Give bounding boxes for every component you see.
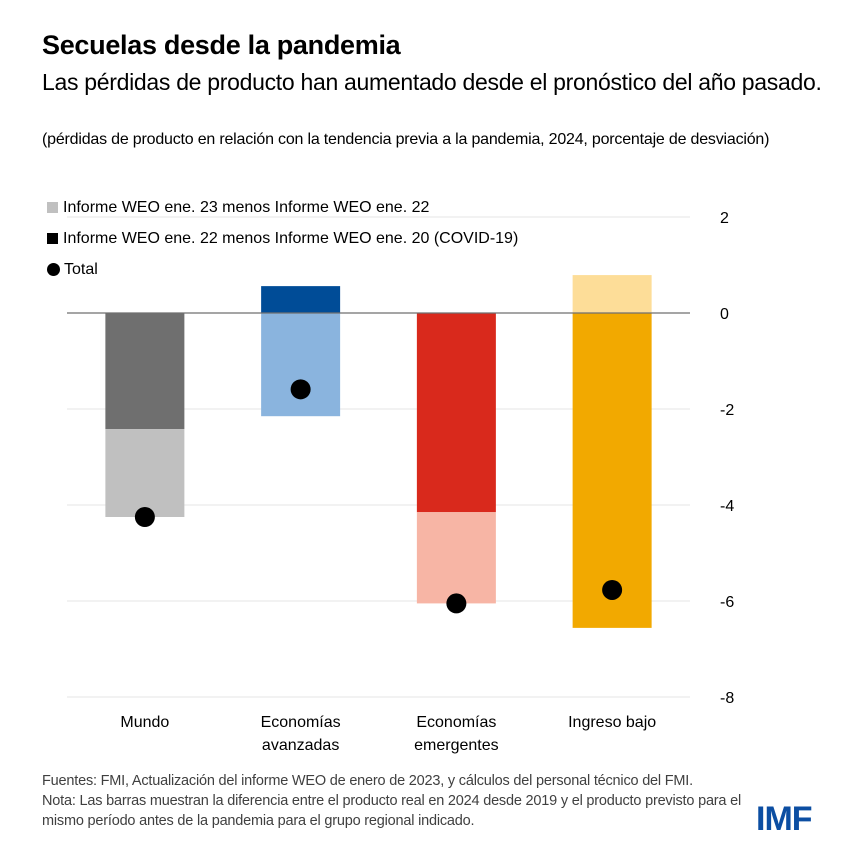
bar-segment-weo23-weo22 <box>572 275 652 313</box>
y-tick-label: 2 <box>720 210 729 227</box>
x-category-label: Economías <box>261 714 341 731</box>
total-marker <box>602 579 623 600</box>
sources-note: Fuentes: FMI, Actualización del informe … <box>42 773 693 789</box>
bar-segment-weo22-weo20 <box>572 313 652 628</box>
bar-segment-weo23-weo22 <box>261 313 341 417</box>
total-marker <box>446 593 467 614</box>
y-tick-label: -2 <box>720 402 734 419</box>
legend-item-total: Total <box>47 254 518 285</box>
bar-segment-weo23-weo22 <box>105 429 185 517</box>
bar-segment-weo22-weo20 <box>105 313 185 430</box>
y-tick-label: -8 <box>720 690 734 707</box>
chart-subtitle: Las pérdidas de producto han aumentado d… <box>42 69 822 95</box>
y-tick-label: 0 <box>720 306 729 323</box>
total-marker <box>134 507 155 527</box>
legend-item-weo22-minus-weo20: Informe WEO ene. 22 menos Informe WEO en… <box>47 223 518 254</box>
legend-item-weo23-minus-weo22: Informe WEO ene. 23 menos Informe WEO en… <box>47 192 518 223</box>
bar-segment-weo23-weo22 <box>416 512 496 604</box>
y-tick-label: -6 <box>720 594 734 611</box>
legend-label: Total <box>64 260 98 278</box>
legend-swatch-dot <box>47 263 60 276</box>
x-category-label: Mundo <box>120 714 169 731</box>
legend-label: Informe WEO ene. 23 menos Informe WEO en… <box>63 198 430 216</box>
chart-units-note: (pérdidas de producto en relación con la… <box>42 131 770 148</box>
bar-segment-weo22-weo20 <box>416 313 496 513</box>
x-category-label: emergentes <box>414 737 499 754</box>
x-category-label: avanzadas <box>262 737 339 754</box>
imf-logo: IMF <box>756 800 813 838</box>
legend-swatch-light-square <box>47 202 58 213</box>
bar-segment-weo22-weo20 <box>261 286 341 313</box>
legend-label: Informe WEO ene. 22 menos Informe WEO en… <box>63 229 519 247</box>
x-category-label: Ingreso bajo <box>568 714 656 731</box>
legend: Informe WEO ene. 23 menos Informe WEO en… <box>47 192 518 285</box>
total-marker <box>290 379 311 400</box>
legend-swatch-dark-square <box>47 233 58 244</box>
chart-footer: Fuentes: FMI, Actualización del informe … <box>42 771 742 831</box>
x-category-label: Economías <box>416 714 496 731</box>
y-tick-label: -4 <box>720 498 734 515</box>
chart-area: 2 0 -2 -4 -6 -8 Mundo Economías avanzadas Economí… <box>67 210 734 754</box>
methodology-note: Nota: Las barras muestran la diferencia … <box>42 793 742 829</box>
chart-title: Secuelas desde la pandemia <box>42 30 401 60</box>
